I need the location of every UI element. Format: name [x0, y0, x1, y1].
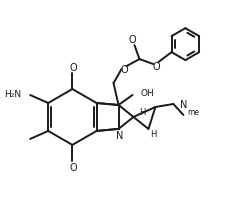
Text: H₂N: H₂N [4, 89, 21, 98]
Text: N: N [180, 100, 188, 109]
Text: O: O [70, 63, 77, 73]
Text: O: O [129, 35, 136, 45]
Text: O: O [153, 62, 160, 72]
Text: me: me [187, 108, 199, 117]
Text: H: H [151, 130, 157, 139]
Text: O: O [70, 162, 77, 172]
Text: O: O [121, 65, 128, 75]
Text: H: H [139, 108, 146, 117]
Text: OH: OH [140, 88, 154, 97]
Text: N: N [116, 130, 123, 140]
